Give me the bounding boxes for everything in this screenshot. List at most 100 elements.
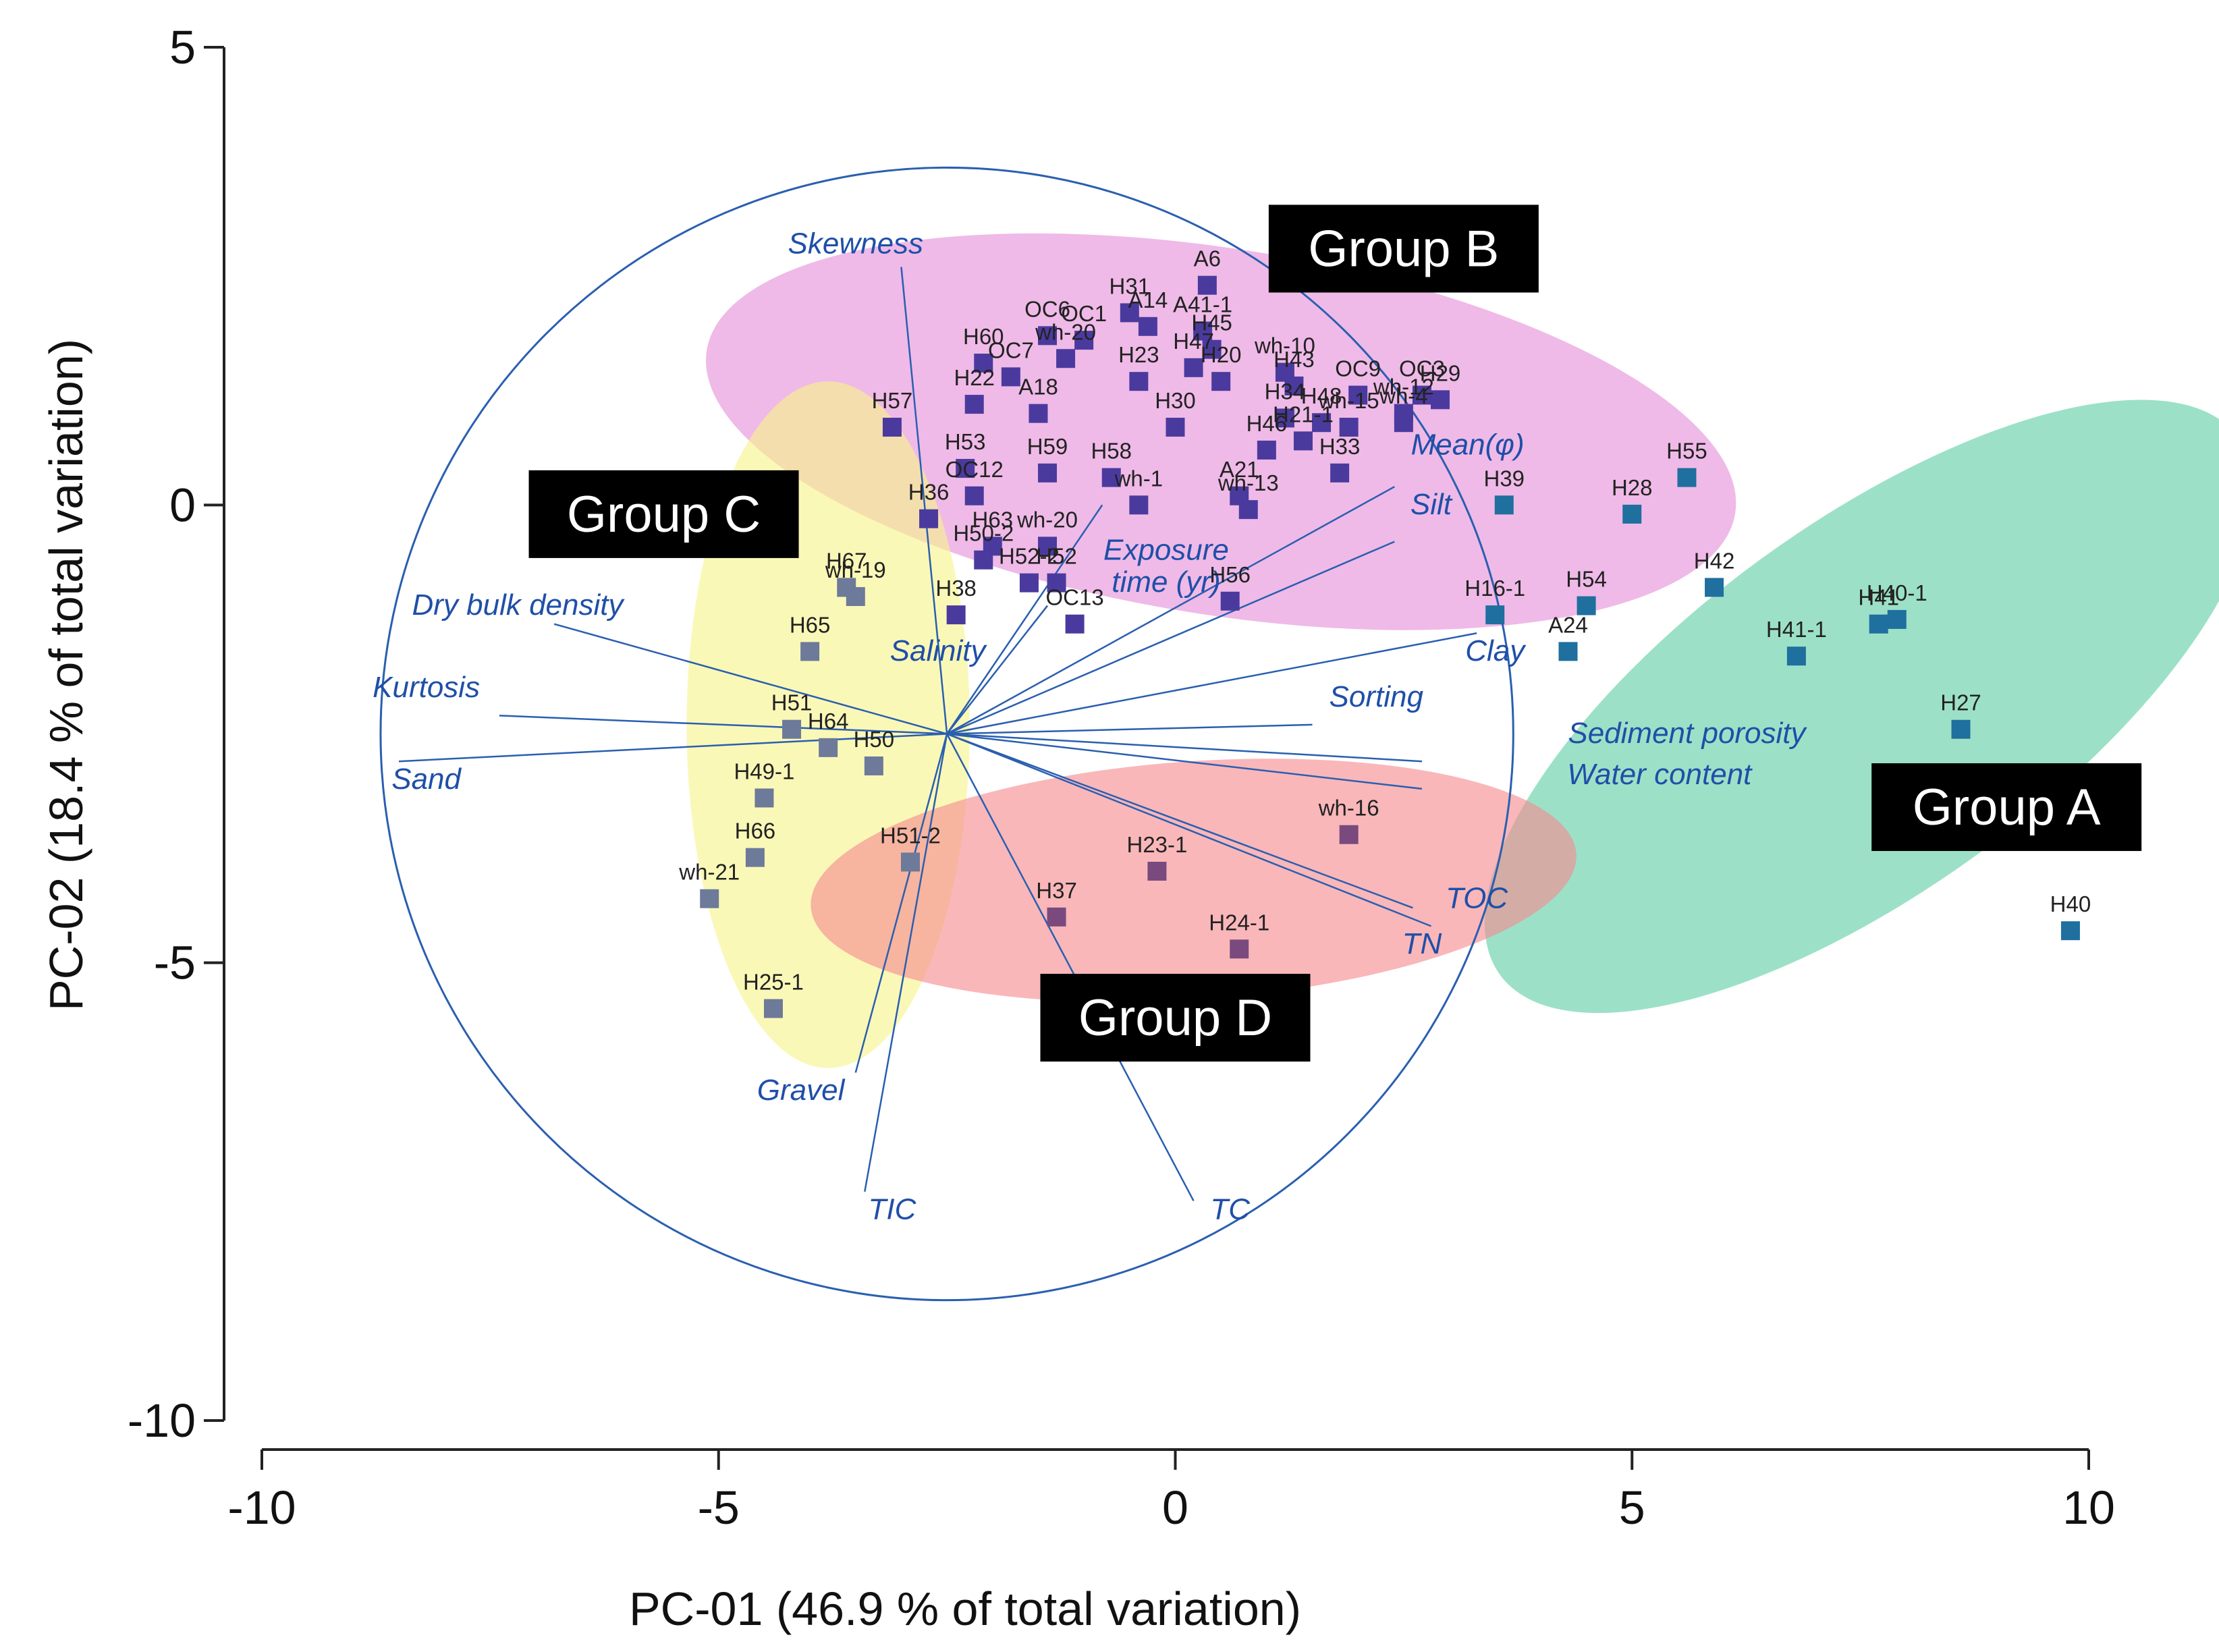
- point-label-oc1: OC1: [1061, 301, 1107, 326]
- group-label-group-a: Group A: [1913, 779, 2101, 836]
- point-label-h48: H48: [1301, 383, 1342, 408]
- point-label-wh-4: wh-4: [1379, 383, 1428, 408]
- point-label-h45: H45: [1191, 310, 1232, 335]
- point-h38: [946, 605, 966, 625]
- vector-label-skewness: Skewness: [788, 227, 924, 260]
- vector-line-gravel: [854, 734, 948, 1073]
- vector-label-sediment-porosity: Sediment porosity: [1568, 717, 1807, 750]
- point-label-h23-1: H23-1: [1126, 832, 1187, 857]
- point-label-h37: H37: [1036, 878, 1077, 903]
- vector-label-water-content: Water content: [1567, 758, 1753, 791]
- point-label-h47: H47: [1173, 329, 1214, 354]
- point-h22: [964, 395, 984, 414]
- vector-label-salinity: Salinity: [890, 634, 988, 667]
- point-label-h41: H41: [1858, 585, 1899, 610]
- point-h39: [1494, 495, 1514, 515]
- point-label-h59: H59: [1027, 434, 1068, 459]
- point-label-wh-20: wh-20: [1016, 507, 1078, 532]
- x-tick-label: -5: [698, 1481, 740, 1534]
- x-tick-label: 10: [2062, 1481, 2115, 1534]
- point-label-h55: H55: [1666, 439, 1707, 464]
- point-h30: [1166, 418, 1185, 437]
- point-h29: [1431, 390, 1450, 410]
- point-label-h34: H34: [1265, 379, 1306, 404]
- point-label-h29: H29: [1420, 360, 1461, 385]
- vector-label-tc: TC: [1210, 1193, 1251, 1226]
- point-h28: [1622, 504, 1642, 524]
- point-label-wh-10: wh-10: [1254, 333, 1315, 358]
- point-oc9: [1348, 385, 1368, 405]
- point-h50-2: [974, 550, 993, 570]
- vector-line-dry-bulk-density: [553, 623, 948, 735]
- point-h40: [2060, 921, 2080, 941]
- point-wh-13: [1238, 500, 1258, 520]
- point-label-h16-1: H16-1: [1464, 576, 1525, 601]
- vector-label-sand: Sand: [391, 763, 462, 796]
- group-label-group-c: Group C: [567, 486, 761, 543]
- point-label-oc6: OC6: [1024, 296, 1070, 321]
- point-label-h65: H65: [790, 612, 831, 637]
- point-label-h50: H50: [854, 727, 895, 752]
- point-label-h31: H31: [1110, 273, 1151, 298]
- point-h60: [974, 354, 993, 373]
- point-label-wh-21: wh-21: [678, 860, 740, 885]
- point-label-h51-2: H51-2: [880, 823, 941, 848]
- point-h27: [1951, 719, 1971, 739]
- point-h58: [1101, 468, 1121, 487]
- x-axis-title: PC-01 (46.9 % of total variation): [629, 1582, 1301, 1635]
- point-a18: [1029, 404, 1048, 423]
- point-h37: [1047, 907, 1066, 927]
- point-label-wh-16: wh-16: [1318, 796, 1379, 821]
- point-h31: [1120, 303, 1139, 323]
- point-label-h60: H60: [963, 324, 1004, 349]
- vector-line-sorting: [947, 723, 1313, 735]
- point-label-wh-19: wh-19: [825, 557, 886, 582]
- point-h36: [919, 509, 939, 528]
- vector-line-water-content: [946, 733, 1423, 790]
- vector-label-silt: Silt: [1410, 488, 1453, 521]
- point-oc7: [1001, 367, 1020, 387]
- vector-line-tic: [864, 734, 948, 1192]
- group-label-box-group-a: [1871, 763, 2142, 852]
- group-ellipse-group-a: [1484, 400, 2219, 1014]
- point-label-h36: H36: [908, 480, 950, 505]
- point-a14: [1138, 316, 1157, 336]
- point-label-h66: H66: [735, 819, 776, 844]
- point-oc1: [1074, 331, 1094, 350]
- point-wh-20: [1056, 349, 1076, 368]
- point-label-h38: H38: [935, 576, 977, 601]
- point-label-oc13: OC13: [1046, 585, 1104, 610]
- point-oc3: [1412, 385, 1431, 405]
- vector-label-exposure-time-yr-line2: time (yr): [1112, 566, 1220, 599]
- point-wh-1: [1129, 495, 1149, 515]
- point-h55: [1677, 468, 1697, 487]
- point-oc12: [964, 486, 984, 505]
- group-ellipse-group-d: [811, 759, 1577, 1002]
- point-label-h30: H30: [1155, 388, 1196, 413]
- point-label-h25-1: H25-1: [743, 970, 804, 995]
- loading-vectors: Skewness Dry bulk density Kurtosis Sand Grav…: [373, 227, 1807, 1226]
- vector-line-clay: [946, 632, 1477, 735]
- group-labels: Group A Group B Group C Group D: [528, 204, 2142, 1062]
- x-tick-label: -10: [227, 1481, 296, 1534]
- point-label-wh-12: wh-12: [1373, 375, 1434, 400]
- correlation-circle-layer: [379, 166, 1514, 1302]
- point-h53: [956, 459, 975, 478]
- point-label-h53: H53: [945, 429, 986, 454]
- point-h48: [1312, 413, 1332, 433]
- point-label-h24-1: H24-1: [1209, 910, 1269, 935]
- point-h49-1: [755, 788, 774, 808]
- y-tick-label: 5: [169, 21, 196, 74]
- point-label-oc3: OC3: [1399, 356, 1445, 381]
- point-label-h43: H43: [1273, 347, 1315, 372]
- vector-line-exposure-time-yr: [946, 504, 1103, 735]
- point-label-wh-20: wh-20: [1035, 319, 1096, 344]
- point-a24: [1558, 642, 1578, 661]
- point-a6: [1197, 275, 1217, 295]
- point-h41-1: [1786, 646, 1806, 666]
- vector-line-sediment-porosity: [947, 733, 1423, 763]
- group-label-group-b: Group B: [1308, 220, 1499, 277]
- point-label-h20: H20: [1201, 342, 1242, 367]
- point-h47: [1184, 358, 1203, 377]
